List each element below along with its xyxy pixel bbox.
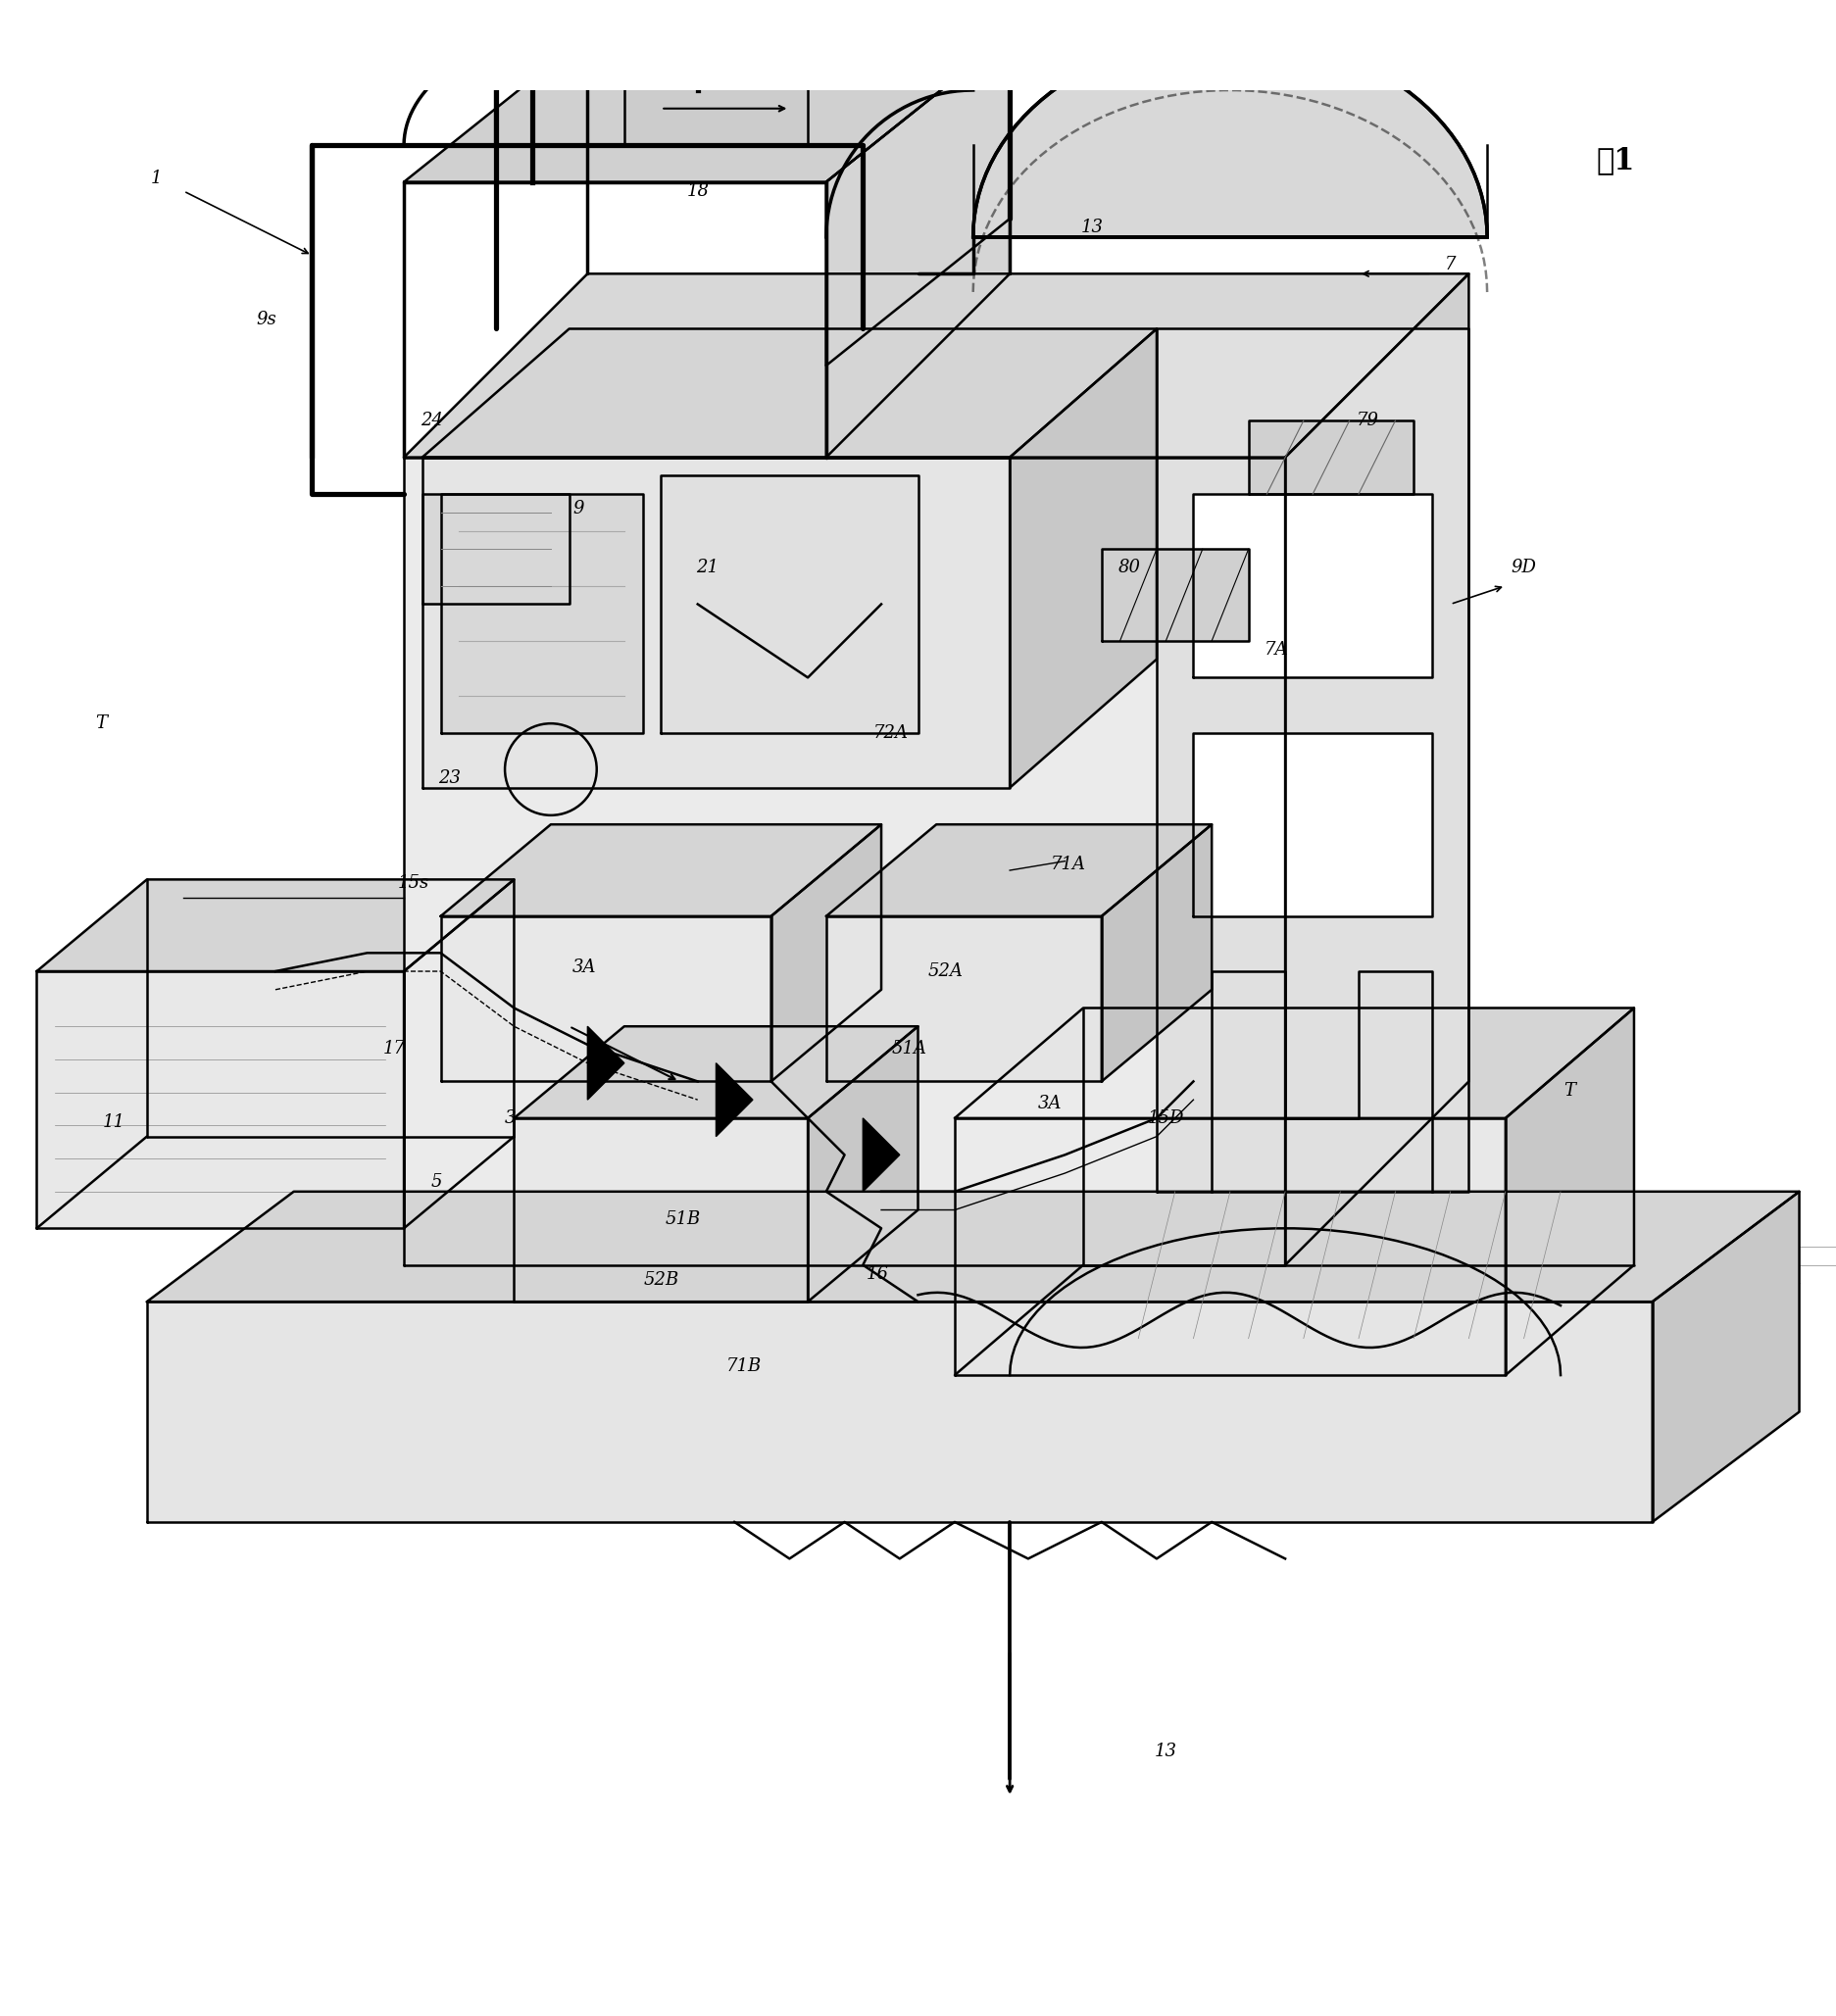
Polygon shape xyxy=(37,879,514,972)
Polygon shape xyxy=(826,825,1212,915)
Text: 1: 1 xyxy=(151,169,162,187)
Polygon shape xyxy=(955,1008,1634,1119)
Text: 7A: 7A xyxy=(1263,641,1289,659)
Polygon shape xyxy=(1193,732,1432,915)
Polygon shape xyxy=(863,1119,900,1191)
Text: 79: 79 xyxy=(1357,411,1379,429)
Text: 7: 7 xyxy=(1445,256,1456,274)
Text: T: T xyxy=(1564,1083,1575,1099)
Text: 15s: 15s xyxy=(397,875,430,891)
Polygon shape xyxy=(1010,329,1157,788)
Text: 16: 16 xyxy=(867,1266,889,1282)
Text: 52A: 52A xyxy=(927,962,964,980)
Polygon shape xyxy=(661,476,918,732)
Polygon shape xyxy=(1652,1191,1799,1522)
Text: 13: 13 xyxy=(1155,1742,1177,1760)
Text: 21: 21 xyxy=(696,558,718,577)
Polygon shape xyxy=(147,1191,1799,1302)
Polygon shape xyxy=(514,1026,918,1119)
Text: 52B: 52B xyxy=(643,1270,679,1288)
Polygon shape xyxy=(404,274,1469,458)
Text: 9: 9 xyxy=(573,500,584,518)
Text: 3A: 3A xyxy=(571,960,597,976)
Text: 图1: 图1 xyxy=(1595,145,1636,175)
Polygon shape xyxy=(624,73,808,145)
Polygon shape xyxy=(1102,825,1212,1081)
Text: 80: 80 xyxy=(1118,558,1140,577)
Polygon shape xyxy=(1102,548,1248,641)
Text: 24: 24 xyxy=(420,411,442,429)
Polygon shape xyxy=(771,825,881,1081)
Text: 23: 23 xyxy=(439,770,461,788)
Polygon shape xyxy=(441,825,881,915)
Text: 3A: 3A xyxy=(1037,1095,1063,1113)
Polygon shape xyxy=(441,915,771,1081)
Polygon shape xyxy=(826,34,1010,365)
Polygon shape xyxy=(422,329,1157,458)
Polygon shape xyxy=(1157,329,1469,1191)
Text: 17: 17 xyxy=(384,1040,406,1056)
Text: 51B: 51B xyxy=(665,1210,701,1228)
Polygon shape xyxy=(588,1026,624,1101)
Text: 18: 18 xyxy=(687,181,709,200)
Polygon shape xyxy=(1506,1008,1634,1375)
Polygon shape xyxy=(1193,494,1432,677)
Polygon shape xyxy=(404,458,1285,1264)
Polygon shape xyxy=(826,34,1010,458)
Polygon shape xyxy=(422,494,569,605)
Text: 11: 11 xyxy=(103,1113,125,1131)
Polygon shape xyxy=(441,494,643,732)
Text: 15D: 15D xyxy=(1148,1109,1184,1127)
Polygon shape xyxy=(826,915,1102,1081)
Polygon shape xyxy=(808,1026,918,1302)
Text: 9D: 9D xyxy=(1511,558,1537,577)
Text: 71B: 71B xyxy=(725,1357,762,1375)
Polygon shape xyxy=(422,458,1010,788)
Text: 13: 13 xyxy=(1081,220,1103,236)
Text: T: T xyxy=(95,714,106,732)
Text: 3: 3 xyxy=(505,1109,516,1127)
Text: 51A: 51A xyxy=(890,1040,927,1056)
Polygon shape xyxy=(716,1062,753,1137)
Polygon shape xyxy=(973,34,1487,238)
Polygon shape xyxy=(404,34,1010,181)
Polygon shape xyxy=(955,1119,1506,1375)
Text: 9s: 9s xyxy=(255,310,277,329)
Polygon shape xyxy=(1285,274,1469,1264)
Text: 71A: 71A xyxy=(1050,857,1087,873)
Polygon shape xyxy=(37,972,404,1228)
Polygon shape xyxy=(514,1119,808,1302)
Polygon shape xyxy=(147,1302,1652,1522)
Polygon shape xyxy=(1248,421,1414,494)
Polygon shape xyxy=(404,879,514,1228)
Text: 5: 5 xyxy=(431,1173,442,1191)
Text: 72A: 72A xyxy=(872,724,909,742)
